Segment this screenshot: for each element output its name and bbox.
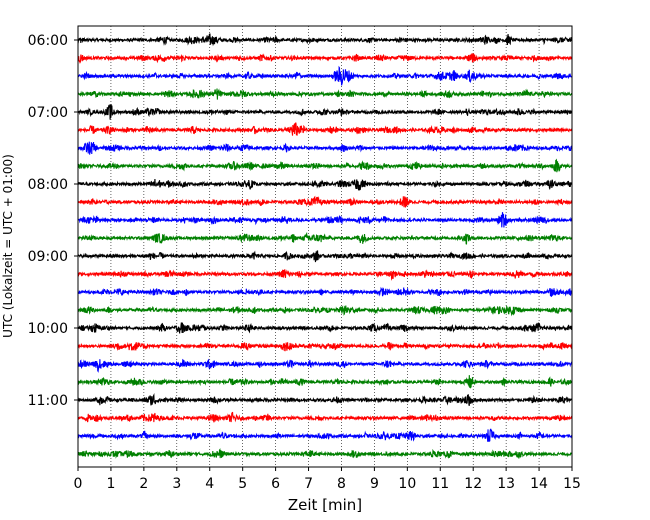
x-tick-label-11: 11 (431, 476, 449, 492)
y-tick-label-08:00: 08:00 (28, 177, 68, 193)
trace-0630 (77, 65, 573, 86)
x-tick-label-1: 1 (106, 476, 115, 492)
x-tick-label-3: 3 (172, 476, 181, 492)
trace-1000 (77, 321, 573, 334)
x-tick-label-8: 8 (337, 476, 346, 492)
trace-0930 (77, 286, 573, 297)
y-axis-label: UTC (Lokalzeit = UTC + 01:00) (1, 154, 15, 338)
x-tick-label-6: 6 (271, 476, 280, 492)
x-tick-label-12: 12 (464, 476, 482, 492)
trace-1015 (77, 341, 573, 352)
trace-0915 (77, 269, 573, 281)
x-axis-ticks: 0 1 2 3 4 5 6 7 8 9 10 11 12 13 14 15 (74, 467, 581, 492)
x-tick-label-4: 4 (205, 476, 214, 492)
seismic-traces (77, 33, 573, 460)
trace-0600 (77, 33, 573, 47)
trace-0800 (77, 179, 573, 191)
trace-1130 (77, 428, 573, 442)
trace-0945 (77, 304, 573, 317)
trace-0900 (77, 250, 573, 263)
y-tick-label-09:00: 09:00 (28, 249, 68, 265)
trace-0745 (77, 158, 573, 173)
x-tick-label-7: 7 (304, 476, 313, 492)
trace-0815 (77, 195, 573, 208)
trace-1115 (77, 411, 573, 423)
x-tick-label-9: 9 (370, 476, 379, 492)
trace-0715 (77, 122, 573, 136)
trace-1030 (77, 358, 573, 373)
x-tick-label-13: 13 (497, 476, 515, 492)
plot-frame (77, 25, 573, 468)
y-tick-label-10:00: 10:00 (28, 321, 68, 337)
x-tick-label-10: 10 (398, 476, 416, 492)
trace-0615 (77, 53, 573, 64)
trace-1045 (77, 375, 573, 389)
trace-0830 (77, 212, 573, 228)
x-tick-label-0: 0 (74, 476, 83, 492)
y-tick-label-06:00: 06:00 (28, 33, 68, 49)
y-tick-label-11:00: 11:00 (28, 393, 68, 409)
trace-0845 (77, 231, 573, 245)
y-axis-ticks: 06:00 07:00 08:00 09:00 10:00 11:00 (28, 33, 78, 409)
x-tick-label-2: 2 (139, 476, 148, 492)
trace-0700 (77, 103, 573, 120)
x-tick-label-5: 5 (238, 476, 247, 492)
x-tick-label-14: 14 (530, 476, 548, 492)
x-axis-label: Zeit [min] (288, 496, 362, 514)
x-tick-label-15: 15 (563, 476, 581, 492)
trace-0645 (77, 88, 573, 100)
trace-1145 (77, 448, 573, 460)
trace-0730 (77, 141, 573, 155)
trace-1100 (77, 392, 573, 407)
y-tick-label-07:00: 07:00 (28, 105, 68, 121)
